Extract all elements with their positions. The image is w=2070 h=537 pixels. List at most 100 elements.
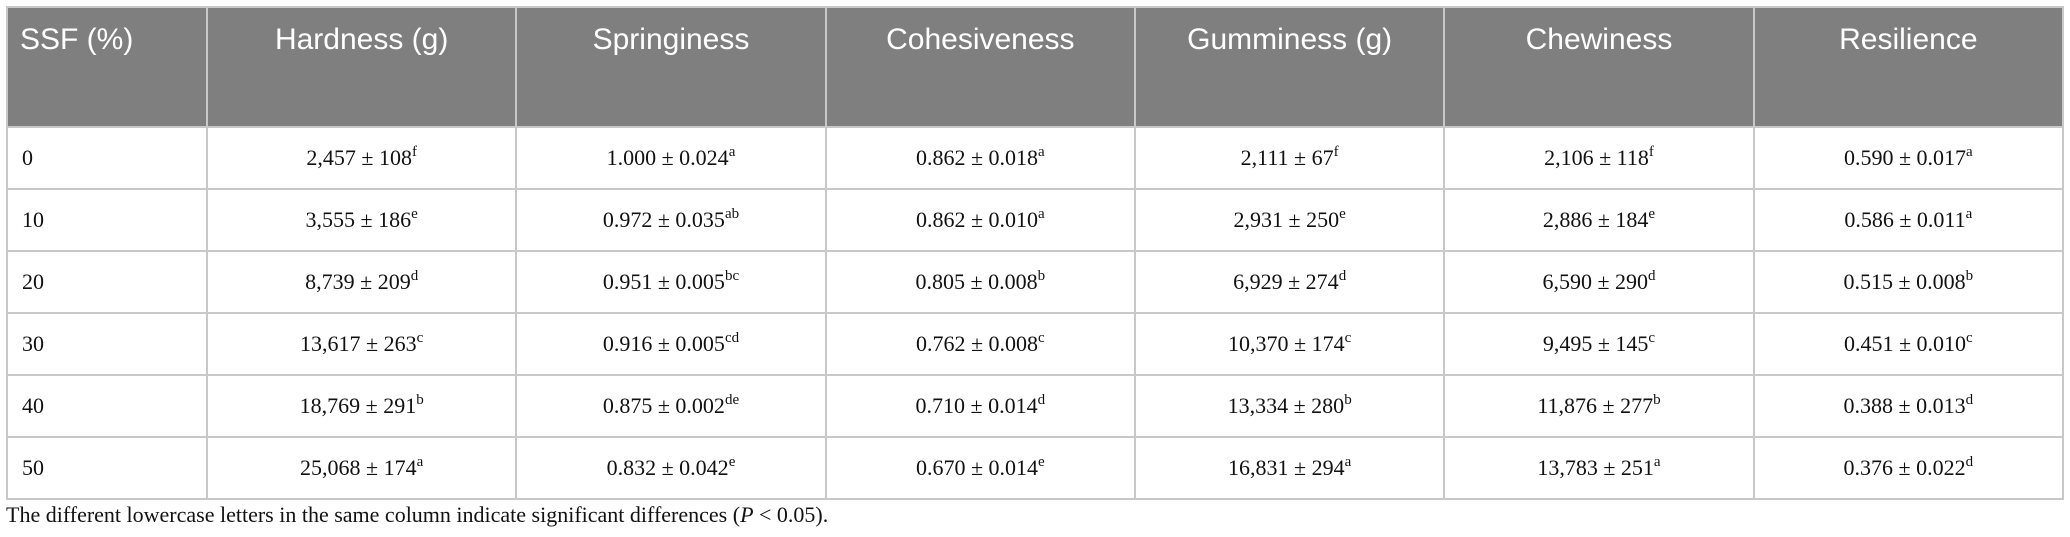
cell-value: 18,769 ± 291 [299,393,417,418]
significance-letter: d [1648,268,1656,284]
cell-value: 6,929 ± 274 [1233,269,1339,294]
cell-value: 13,783 ± 251 [1537,455,1654,480]
significance-letter: a [728,144,736,160]
significance-letter: d [1965,454,1974,470]
table-cell: 13,783 ± 251a [1443,436,1755,500]
cell-value: 0.862 ± 0.010 [915,207,1039,232]
significance-letter: b [416,392,424,408]
cell-value: 0.972 ± 0.035 [602,207,725,232]
cell-value: 1.000 ± 0.024 [606,145,729,170]
cell-value: 2,106 ± 118 [1544,145,1649,170]
column-header: Resilience [1752,6,2065,128]
table-row: 30 13,617 ± 263c 0.916 ± 0.005cd 0.762 ± 0.… [6,312,2065,376]
column-header: Cohesiveness [824,6,1136,128]
significance-letter: de [724,392,740,408]
table-cell: 13,334 ± 280b [1133,374,1446,438]
table-row: 50 25,068 ± 174a 0.832 ± 0.042e 0.670 ± 0.0… [6,436,2065,500]
significance-letter: c [416,330,424,346]
table-row: 10 3,555 ± 186e 0.972 ± 0.035ab 0.862 ± 0.0… [6,188,2065,252]
table-cell: 0.862 ± 0.018a [824,126,1136,190]
cell-value: 3,555 ± 186 [305,207,412,232]
table-cell: 0.515 ± 0.008b [1752,250,2065,314]
significance-letter: f [1648,144,1654,160]
significance-letter: a [1038,144,1045,160]
significance-letter: ab [724,206,740,222]
significance-letter: e [1648,206,1656,222]
significance-letter: c [1966,330,1973,346]
table-row: 0 2,457 ± 108f 1.000 ± 0.024a 0.862 ± 0.018… [6,126,2065,190]
table-cell: 0.916 ± 0.005cd [515,312,827,376]
footnote: The different lowercase letters in the s… [6,502,828,528]
table-cell: 0.762 ± 0.008c [824,312,1136,376]
significance-letter: a [1965,206,1973,222]
footnote-text: The different lowercase letters in the s… [6,502,741,527]
table-cell: 16,831 ± 294a [1133,436,1446,500]
column-header: Chewiness [1443,6,1755,128]
significance-letter: a [1966,144,1973,160]
significance-letter: e [411,206,418,222]
significance-letter: f [411,144,417,160]
row-label: 40 [6,374,208,438]
table-cell: 0.376 ± 0.022d [1752,436,2065,500]
table-cell: 13,617 ± 263c [205,312,518,376]
table-cell: 2,457 ± 108f [205,126,518,190]
row-label: 20 [6,250,208,314]
table-cell: 0.451 ± 0.010c [1752,312,2065,376]
cell-value: 25,068 ± 174 [300,455,417,480]
data-table: SSF (%) Hardness (g) Springiness Cohesivene… [6,6,2065,500]
table-cell: 0.710 ± 0.014d [824,374,1136,438]
cell-value: 0.762 ± 0.008 [915,331,1039,356]
significance-letter: a [1653,454,1661,470]
significance-letter: b [1037,268,1046,284]
cell-value: 0.710 ± 0.014 [915,393,1038,418]
footnote-text: < 0.05). [753,502,829,527]
table-cell: 0.388 ± 0.013d [1752,374,2065,438]
table-cell: 9,495 ± 145c [1443,312,1755,376]
cell-value: 0.670 ± 0.014 [915,455,1039,480]
header-row: SSF (%) Hardness (g) Springiness Cohesivene… [6,6,2065,128]
significance-letter: e [1038,454,1045,470]
significance-letter: d [410,268,419,284]
significance-letter: c [1038,330,1045,346]
table-cell: 0.875 ± 0.002de [515,374,827,438]
table-cell: 6,929 ± 274d [1133,250,1446,314]
table-body: 0 2,457 ± 108f 1.000 ± 0.024a 0.862 ± 0.018… [6,126,2065,500]
significance-letter: a [1344,454,1352,470]
significance-letter: bc [724,268,740,284]
table-cell: 0.862 ± 0.010a [824,188,1136,252]
significance-letter: c [1648,330,1656,346]
table-cell: 0.670 ± 0.014e [824,436,1136,500]
significance-letter: b [1653,392,1661,408]
cell-value: 6,590 ± 290 [1542,269,1649,294]
table-cell: 0.972 ± 0.035ab [515,188,827,252]
table-cell: 25,068 ± 174a [205,436,518,500]
cell-value: 13,334 ± 280 [1227,393,1345,418]
cell-value: 2,931 ± 250 [1233,207,1340,232]
cell-value: 9,495 ± 145 [1542,331,1649,356]
table-cell: 0.951 ± 0.005bc [515,250,827,314]
cell-value: 0.951 ± 0.005 [602,269,725,294]
row-label: 10 [6,188,208,252]
column-header: Gumminess (g) [1133,6,1446,128]
cell-value: 0.862 ± 0.018 [915,145,1039,170]
cell-value: 0.388 ± 0.013 [1843,393,1966,418]
row-label: 50 [6,436,208,500]
row-label: 30 [6,312,208,376]
significance-letter: cd [724,330,740,346]
table-row: 40 18,769 ± 291b 0.875 ± 0.002de 0.710 ± 0.… [6,374,2065,438]
cell-value: 0.805 ± 0.008 [915,269,1038,294]
cell-value: 16,831 ± 294 [1228,455,1345,480]
table-cell: 0.590 ± 0.017a [1752,126,2065,190]
table-cell: 0.832 ± 0.042e [515,436,827,500]
cell-value: 0.832 ± 0.042 [606,455,729,480]
column-header: SSF (%) [6,6,208,128]
table-cell: 2,931 ± 250e [1133,188,1446,252]
significance-letter: b [1344,392,1352,408]
cell-value: 2,457 ± 108 [306,145,412,170]
table-row: 20 8,739 ± 209d 0.951 ± 0.005bc 0.805 ± 0.0… [6,250,2065,314]
table-cell: 1.000 ± 0.024a [515,126,827,190]
cell-value: 0.875 ± 0.002 [602,393,725,418]
cell-value: 0.586 ± 0.011 [1844,207,1966,232]
cell-value: 0.916 ± 0.005 [602,331,725,356]
